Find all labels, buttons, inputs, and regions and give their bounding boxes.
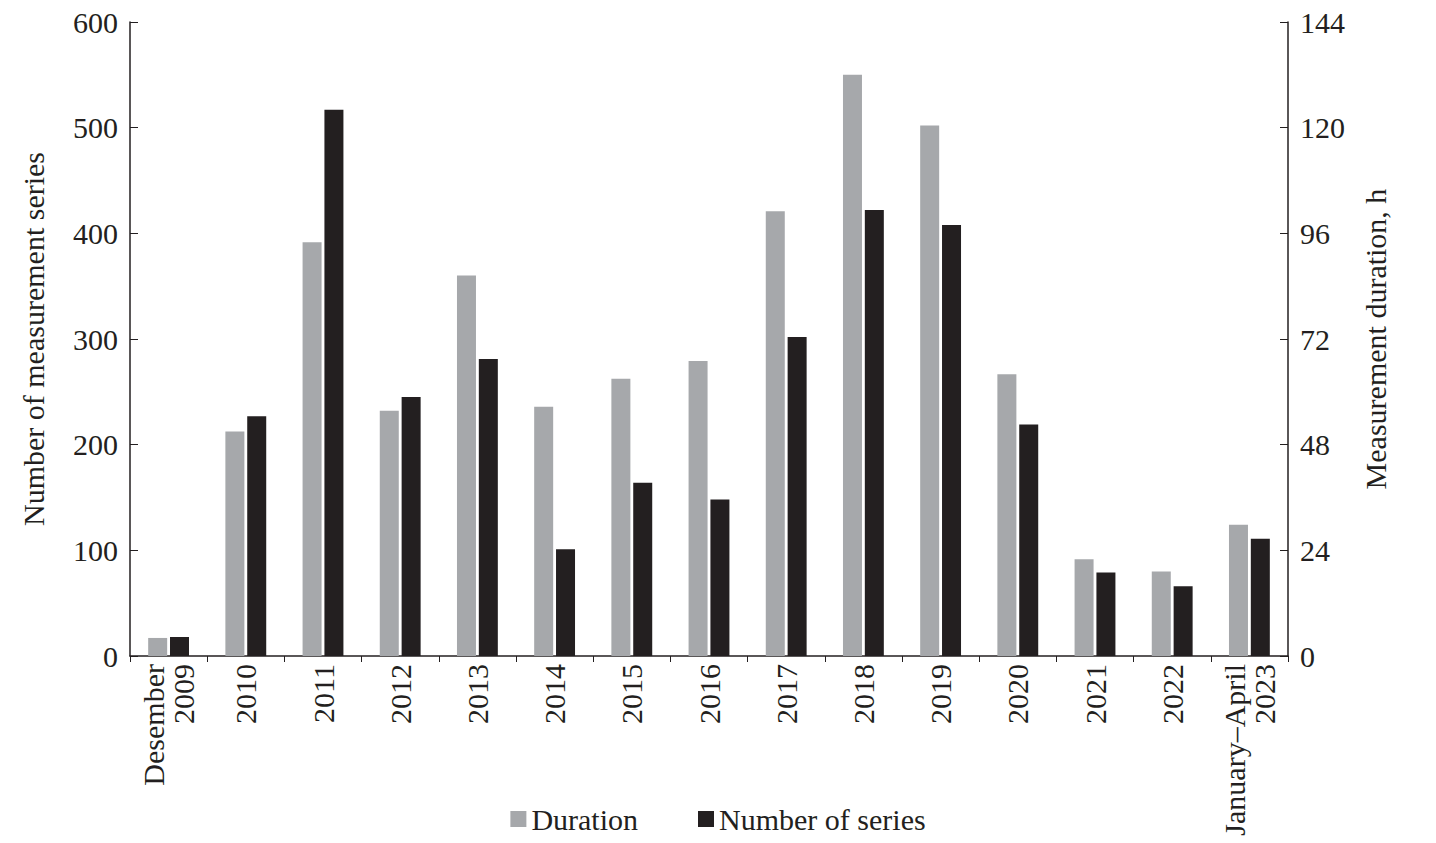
svg-text:Duration: Duration [531, 803, 638, 836]
svg-text:Desember: Desember [137, 664, 170, 786]
svg-text:400: 400 [73, 217, 118, 250]
svg-text:2021: 2021 [1079, 664, 1112, 724]
svg-text:120: 120 [1300, 111, 1345, 144]
svg-text:200: 200 [73, 428, 118, 461]
svg-text:600: 600 [73, 6, 118, 39]
svg-text:2020: 2020 [1001, 664, 1034, 724]
svg-text:72: 72 [1300, 323, 1330, 356]
svg-text:500: 500 [73, 111, 118, 144]
svg-text:2009: 2009 [167, 664, 200, 724]
svg-text:2014: 2014 [538, 664, 571, 724]
svg-text:January–April: January–April [1218, 664, 1251, 836]
svg-text:2015: 2015 [615, 664, 648, 724]
svg-text:2018: 2018 [847, 664, 880, 724]
svg-text:Number of measurement series: Number of measurement series [17, 152, 50, 526]
svg-text:2022: 2022 [1156, 664, 1189, 724]
svg-text:0: 0 [1300, 640, 1315, 673]
svg-text:Measurement duration, h: Measurement duration, h [1359, 189, 1392, 490]
svg-text:2023: 2023 [1248, 664, 1281, 724]
svg-text:24: 24 [1300, 534, 1330, 567]
svg-text:96: 96 [1300, 217, 1330, 250]
svg-text:48: 48 [1300, 428, 1330, 461]
svg-text:2012: 2012 [384, 664, 417, 724]
svg-text:100: 100 [73, 534, 118, 567]
svg-text:2019: 2019 [924, 664, 957, 724]
svg-text:300: 300 [73, 323, 118, 356]
svg-text:2011: 2011 [307, 664, 340, 723]
svg-text:2016: 2016 [693, 664, 726, 724]
svg-text:2010: 2010 [229, 664, 262, 724]
svg-text:0: 0 [103, 640, 118, 673]
svg-text:Number of series: Number of series [719, 803, 926, 836]
svg-text:144: 144 [1300, 6, 1345, 39]
svg-text:2017: 2017 [770, 664, 803, 724]
svg-text:2013: 2013 [461, 664, 494, 724]
